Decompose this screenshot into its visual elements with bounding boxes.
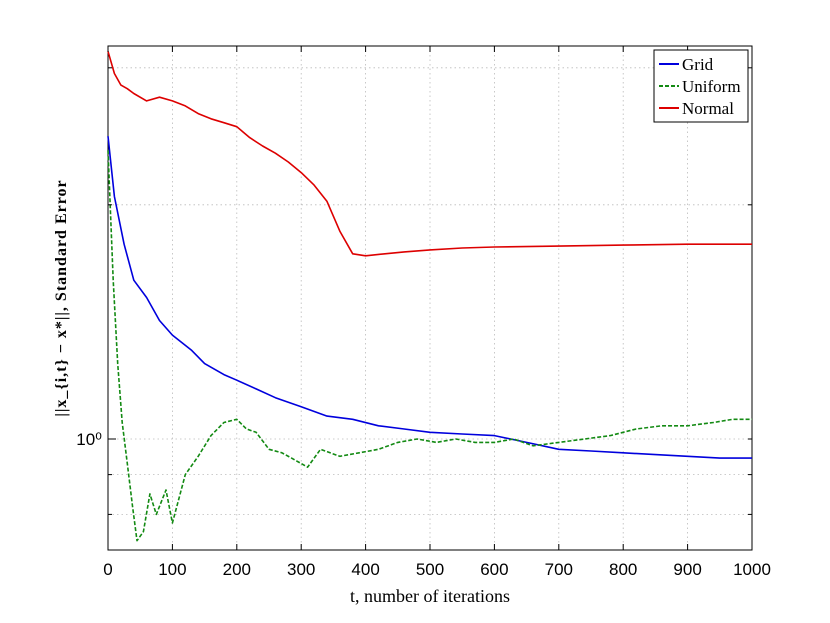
x-tick-label: 200 [223,560,251,579]
x-tick-label: 0 [103,560,112,579]
series-line-normal [107,51,752,257]
x-tick-label: 800 [609,560,637,579]
series-line-grid [107,136,752,459]
series-group [107,51,752,542]
ticks-group: 0 100 200 300 400 500 600 700 800 900 1000 10⁰ [76,46,771,579]
legend-label-normal: Normal [682,99,734,118]
grid-lines [108,46,752,550]
legend: Grid Uniform Normal [653,49,749,123]
y-tick-label: 10⁰ [76,430,102,449]
legend-box [653,49,749,123]
x-tick-label: 100 [158,560,186,579]
y-axis-label: ||x_{i,t} − x*||, Standard Error [53,179,70,416]
legend-label-grid: Grid [682,55,714,74]
x-tick-label: 700 [545,560,573,579]
x-tick-label: 400 [351,560,379,579]
x-tick-label: 300 [287,560,315,579]
x-tick-label: 500 [416,560,444,579]
x-tick-label: 600 [480,560,508,579]
x-tick-label: 900 [673,560,701,579]
x-tick-label: 1000 [733,560,771,579]
legend-label-uniform: Uniform [682,77,741,96]
series-line-uniform [107,150,752,542]
x-axis-label: t, number of iterations [350,586,510,606]
